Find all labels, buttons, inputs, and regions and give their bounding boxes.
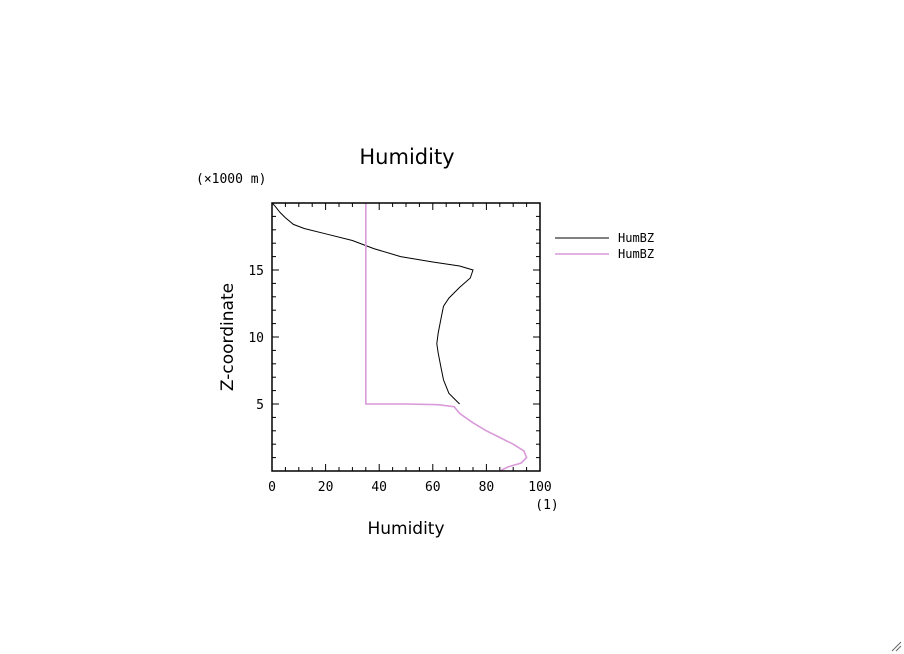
y-tick-label: 15: [248, 264, 264, 279]
axis-ticks: [271, 202, 541, 472]
y-axis-title: Z-coordinate: [218, 283, 238, 391]
resize-grip-icon[interactable]: [890, 640, 902, 652]
y-unit-label: (×1000 m): [196, 172, 266, 187]
x-tick-label: 20: [318, 480, 334, 495]
y-tick-label: 10: [248, 331, 264, 346]
tick-labels: 0 20 40 60 80 100 5 10 15: [248, 264, 551, 495]
y-tick-label: 5: [256, 398, 264, 413]
x-tick-label: 100: [528, 480, 551, 495]
x-tick-label: 60: [425, 480, 441, 495]
plot-frame: [271, 202, 541, 472]
chart-title: Humidity: [359, 145, 454, 169]
x-tick-label: 40: [371, 480, 387, 495]
legend: HumBZ HumBZ: [555, 231, 654, 261]
x-tick-label: 0: [268, 480, 276, 495]
series-line-2: [364, 203, 528, 472]
series-line-1: [271, 202, 474, 405]
x-unit-label: (1): [535, 498, 558, 513]
x-axis-title: Humidity: [367, 519, 444, 539]
x-tick-label: 80: [479, 480, 495, 495]
legend-label: HumBZ: [618, 231, 654, 245]
series-layer: [271, 202, 528, 472]
legend-label: HumBZ: [618, 247, 654, 261]
